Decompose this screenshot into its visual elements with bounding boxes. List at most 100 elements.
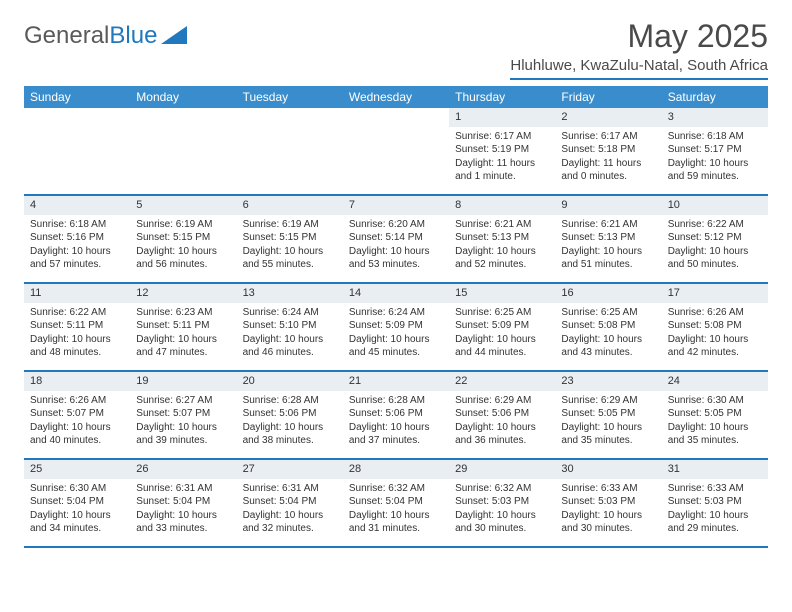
- day-body: Sunrise: 6:29 AMSunset: 5:06 PMDaylight:…: [449, 391, 555, 452]
- day-body: Sunrise: 6:31 AMSunset: 5:04 PMDaylight:…: [130, 479, 236, 540]
- sunset-text: Sunset: 5:03 PM: [455, 495, 549, 509]
- day-cell: 28Sunrise: 6:32 AMSunset: 5:04 PMDayligh…: [343, 460, 449, 546]
- daylight-text-1: Daylight: 10 hours: [136, 333, 230, 347]
- daylight-text-1: Daylight: 10 hours: [561, 509, 655, 523]
- day-cell: [237, 108, 343, 194]
- day-body: Sunrise: 6:32 AMSunset: 5:03 PMDaylight:…: [449, 479, 555, 540]
- day-body: Sunrise: 6:22 AMSunset: 5:12 PMDaylight:…: [662, 215, 768, 276]
- sunset-text: Sunset: 5:08 PM: [561, 319, 655, 333]
- day-cell: 11Sunrise: 6:22 AMSunset: 5:11 PMDayligh…: [24, 284, 130, 370]
- daylight-text-2: and 40 minutes.: [30, 434, 124, 448]
- daylight-text-2: and 39 minutes.: [136, 434, 230, 448]
- sunset-text: Sunset: 5:04 PM: [136, 495, 230, 509]
- weekday-header: Thursday: [449, 86, 555, 108]
- daylight-text-2: and 53 minutes.: [349, 258, 443, 272]
- sunrise-text: Sunrise: 6:20 AM: [349, 218, 443, 232]
- sunset-text: Sunset: 5:18 PM: [561, 143, 655, 157]
- day-cell: [343, 108, 449, 194]
- day-cell: [130, 108, 236, 194]
- day-number: 4: [24, 196, 130, 215]
- sunset-text: Sunset: 5:09 PM: [349, 319, 443, 333]
- sunset-text: Sunset: 5:09 PM: [455, 319, 549, 333]
- daylight-text-1: Daylight: 10 hours: [349, 333, 443, 347]
- daylight-text-1: Daylight: 10 hours: [136, 245, 230, 259]
- daylight-text-2: and 0 minutes.: [561, 170, 655, 184]
- weekday-header: Tuesday: [237, 86, 343, 108]
- day-cell: 15Sunrise: 6:25 AMSunset: 5:09 PMDayligh…: [449, 284, 555, 370]
- weekday-header: Friday: [555, 86, 661, 108]
- sunrise-text: Sunrise: 6:25 AM: [455, 306, 549, 320]
- daylight-text-2: and 52 minutes.: [455, 258, 549, 272]
- sunset-text: Sunset: 5:14 PM: [349, 231, 443, 245]
- day-cell: 30Sunrise: 6:33 AMSunset: 5:03 PMDayligh…: [555, 460, 661, 546]
- sunrise-text: Sunrise: 6:22 AM: [668, 218, 762, 232]
- sunrise-text: Sunrise: 6:29 AM: [561, 394, 655, 408]
- day-number: 16: [555, 284, 661, 303]
- day-body: Sunrise: 6:22 AMSunset: 5:11 PMDaylight:…: [24, 303, 130, 364]
- daylight-text-2: and 37 minutes.: [349, 434, 443, 448]
- sunset-text: Sunset: 5:13 PM: [455, 231, 549, 245]
- day-body: Sunrise: 6:19 AMSunset: 5:15 PMDaylight:…: [237, 215, 343, 276]
- sunset-text: Sunset: 5:08 PM: [668, 319, 762, 333]
- day-number: 28: [343, 460, 449, 479]
- day-number: 25: [24, 460, 130, 479]
- day-number: 30: [555, 460, 661, 479]
- daylight-text-1: Daylight: 10 hours: [561, 245, 655, 259]
- daylight-text-2: and 35 minutes.: [561, 434, 655, 448]
- sunrise-text: Sunrise: 6:24 AM: [349, 306, 443, 320]
- day-number: 3: [662, 108, 768, 127]
- day-body: Sunrise: 6:20 AMSunset: 5:14 PMDaylight:…: [343, 215, 449, 276]
- daylight-text-1: Daylight: 10 hours: [136, 509, 230, 523]
- daylight-text-2: and 34 minutes.: [30, 522, 124, 536]
- logo-text-1: General: [24, 22, 109, 50]
- weekday-header: Monday: [130, 86, 236, 108]
- daylight-text-2: and 31 minutes.: [349, 522, 443, 536]
- sunset-text: Sunset: 5:07 PM: [136, 407, 230, 421]
- daylight-text-1: Daylight: 10 hours: [668, 421, 762, 435]
- day-cell: [24, 108, 130, 194]
- daylight-text-2: and 30 minutes.: [561, 522, 655, 536]
- day-cell: 26Sunrise: 6:31 AMSunset: 5:04 PMDayligh…: [130, 460, 236, 546]
- logo-text-2: Blue: [109, 22, 157, 50]
- calendar-weeks: 1Sunrise: 6:17 AMSunset: 5:19 PMDaylight…: [24, 108, 768, 548]
- day-cell: 8Sunrise: 6:21 AMSunset: 5:13 PMDaylight…: [449, 196, 555, 282]
- day-body: Sunrise: 6:21 AMSunset: 5:13 PMDaylight:…: [449, 215, 555, 276]
- day-number: 2: [555, 108, 661, 127]
- sunrise-text: Sunrise: 6:22 AM: [30, 306, 124, 320]
- day-number: 24: [662, 372, 768, 391]
- day-body: Sunrise: 6:31 AMSunset: 5:04 PMDaylight:…: [237, 479, 343, 540]
- day-cell: 25Sunrise: 6:30 AMSunset: 5:04 PMDayligh…: [24, 460, 130, 546]
- day-number: 17: [662, 284, 768, 303]
- sunrise-text: Sunrise: 6:17 AM: [455, 130, 549, 144]
- day-body: Sunrise: 6:26 AMSunset: 5:07 PMDaylight:…: [24, 391, 130, 452]
- day-body: Sunrise: 6:19 AMSunset: 5:15 PMDaylight:…: [130, 215, 236, 276]
- day-body: Sunrise: 6:33 AMSunset: 5:03 PMDaylight:…: [555, 479, 661, 540]
- day-cell: 6Sunrise: 6:19 AMSunset: 5:15 PMDaylight…: [237, 196, 343, 282]
- day-body: Sunrise: 6:23 AMSunset: 5:11 PMDaylight:…: [130, 303, 236, 364]
- sunset-text: Sunset: 5:05 PM: [668, 407, 762, 421]
- day-body: Sunrise: 6:28 AMSunset: 5:06 PMDaylight:…: [343, 391, 449, 452]
- day-number: 23: [555, 372, 661, 391]
- sunrise-text: Sunrise: 6:27 AM: [136, 394, 230, 408]
- sunrise-text: Sunrise: 6:18 AM: [30, 218, 124, 232]
- title-block: May 2025 Hluhluwe, KwaZulu-Natal, South …: [510, 18, 768, 80]
- day-number: 1: [449, 108, 555, 127]
- calendar: SundayMondayTuesdayWednesdayThursdayFrid…: [24, 86, 768, 548]
- day-cell: 13Sunrise: 6:24 AMSunset: 5:10 PMDayligh…: [237, 284, 343, 370]
- daylight-text-1: Daylight: 10 hours: [243, 333, 337, 347]
- day-number: 11: [24, 284, 130, 303]
- daylight-text-1: Daylight: 10 hours: [561, 421, 655, 435]
- header: GeneralBlue May 2025 Hluhluwe, KwaZulu-N…: [24, 18, 768, 80]
- daylight-text-1: Daylight: 10 hours: [30, 509, 124, 523]
- day-number: 19: [130, 372, 236, 391]
- daylight-text-1: Daylight: 10 hours: [668, 509, 762, 523]
- daylight-text-1: Daylight: 10 hours: [668, 245, 762, 259]
- day-cell: 22Sunrise: 6:29 AMSunset: 5:06 PMDayligh…: [449, 372, 555, 458]
- day-body: Sunrise: 6:30 AMSunset: 5:05 PMDaylight:…: [662, 391, 768, 452]
- sunset-text: Sunset: 5:03 PM: [561, 495, 655, 509]
- day-body: Sunrise: 6:17 AMSunset: 5:19 PMDaylight:…: [449, 127, 555, 188]
- daylight-text-2: and 48 minutes.: [30, 346, 124, 360]
- daylight-text-1: Daylight: 10 hours: [136, 421, 230, 435]
- day-body: Sunrise: 6:30 AMSunset: 5:04 PMDaylight:…: [24, 479, 130, 540]
- sunrise-text: Sunrise: 6:30 AM: [30, 482, 124, 496]
